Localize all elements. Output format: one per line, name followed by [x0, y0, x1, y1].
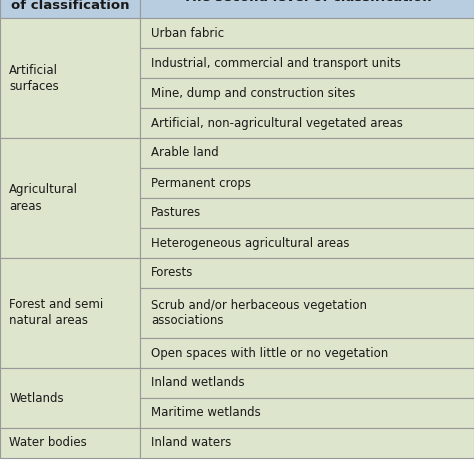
Text: Inland wetlands: Inland wetlands — [151, 376, 245, 390]
Bar — [140, 168, 474, 198]
Text: Permanent crops: Permanent crops — [151, 176, 251, 190]
Text: Open spaces with little or no vegetation: Open spaces with little or no vegetation — [151, 346, 388, 359]
Bar — [140, 108, 474, 138]
Text: Agricultural
areas: Agricultural areas — [9, 183, 78, 212]
Text: Urban fabric: Urban fabric — [151, 27, 224, 39]
Bar — [140, 228, 474, 258]
Text: Pastures: Pastures — [151, 207, 201, 219]
Bar — [0, 368, 140, 428]
Bar — [140, 78, 474, 108]
Bar — [140, 398, 474, 428]
Bar — [140, 368, 474, 398]
Bar — [140, 338, 474, 368]
Bar — [0, 0, 140, 18]
Bar — [0, 258, 140, 368]
Bar — [140, 288, 474, 338]
Text: Scrub and/or herbaceous vegetation
associations: Scrub and/or herbaceous vegetation assoc… — [151, 299, 367, 328]
Bar — [140, 18, 474, 48]
Text: The second level of classification: The second level of classification — [182, 0, 431, 3]
Text: Forest and semi
natural areas: Forest and semi natural areas — [9, 299, 103, 328]
Text: Arable land: Arable land — [151, 146, 219, 159]
Bar — [140, 0, 474, 18]
Text: Inland waters: Inland waters — [151, 437, 231, 449]
Text: Industrial, commercial and transport units: Industrial, commercial and transport uni… — [151, 56, 401, 70]
Text: Water bodies: Water bodies — [9, 437, 87, 449]
Bar — [140, 48, 474, 78]
Text: Forests: Forests — [151, 266, 193, 280]
Text: The first level
of classification: The first level of classification — [10, 0, 129, 11]
Bar — [140, 428, 474, 458]
Text: Artificial
surfaces: Artificial surfaces — [9, 64, 59, 92]
Bar — [140, 138, 474, 168]
Bar — [140, 258, 474, 288]
Text: Mine, dump and construction sites: Mine, dump and construction sites — [151, 86, 356, 100]
Bar — [0, 18, 140, 138]
Text: Maritime wetlands: Maritime wetlands — [151, 407, 261, 419]
Text: Wetlands: Wetlands — [9, 392, 64, 404]
Bar — [0, 138, 140, 258]
Bar — [140, 198, 474, 228]
Bar — [0, 428, 140, 458]
Text: Artificial, non-agricultural vegetated areas: Artificial, non-agricultural vegetated a… — [151, 117, 403, 129]
Text: Heterogeneous agricultural areas: Heterogeneous agricultural areas — [151, 237, 349, 249]
